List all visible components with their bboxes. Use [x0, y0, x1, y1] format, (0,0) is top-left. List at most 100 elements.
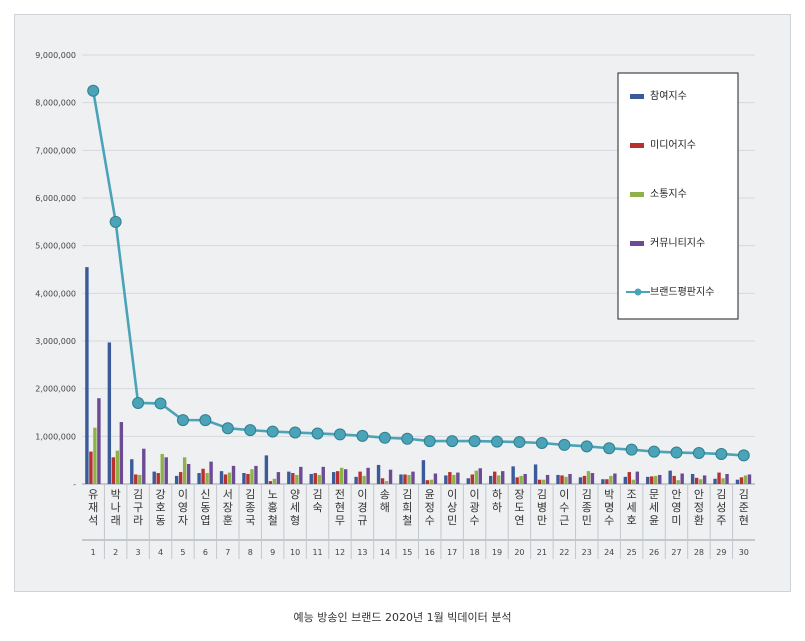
bar [478, 468, 482, 484]
bar [156, 473, 160, 484]
brand-index-point [154, 397, 167, 410]
bar [680, 473, 684, 484]
bar [456, 472, 460, 484]
brand-index-point [603, 442, 616, 455]
brand-index-point [692, 447, 705, 460]
rank-label: 17 [447, 548, 457, 557]
y-tick-label: 8,000,000 [35, 99, 76, 108]
rank-label: 15 [402, 548, 412, 557]
brand-index-point [378, 431, 391, 444]
bar [399, 474, 403, 484]
bar [421, 460, 426, 484]
bar [501, 471, 505, 484]
legend-label: 커뮤니티지수 [650, 237, 705, 249]
bar [111, 457, 116, 484]
brand-index-point [109, 215, 122, 228]
bar [138, 474, 142, 484]
rank-label: 27 [671, 548, 681, 557]
rank-label: 16 [425, 548, 435, 557]
legend-swatch [630, 241, 644, 246]
bar [672, 475, 676, 484]
bar [493, 471, 497, 484]
brand-index-point [737, 449, 750, 462]
bar [209, 461, 213, 484]
bar [313, 473, 317, 484]
bar [358, 471, 362, 484]
brand-index-point [176, 414, 189, 427]
brand-index-point [468, 435, 481, 448]
rank-label: 1 [91, 548, 96, 557]
bar [89, 451, 93, 484]
brand-index-point [648, 445, 661, 458]
bar [186, 463, 191, 484]
legend-swatch [630, 143, 644, 148]
bar [560, 475, 564, 484]
bar [366, 467, 370, 484]
bar [676, 480, 680, 484]
bar [713, 478, 717, 484]
brand-index-point [670, 446, 683, 459]
legend-label: 소통지수 [650, 188, 687, 200]
brand-index-line [87, 84, 750, 462]
y-tick-label: - [73, 480, 76, 489]
bar [694, 477, 699, 484]
bar [605, 479, 609, 484]
bar [747, 474, 752, 484]
rank-label: 2 [113, 548, 118, 557]
brand-index-point [199, 414, 212, 427]
bar [466, 478, 470, 484]
bar [717, 472, 721, 484]
y-tick-label: 4,000,000 [35, 289, 76, 298]
brand-index-point [715, 447, 728, 460]
bar [497, 475, 501, 484]
bar [174, 475, 179, 484]
bar [246, 473, 250, 484]
y-tick-label: 1,000,000 [35, 432, 76, 441]
bar [164, 457, 168, 484]
brand-index-point [580, 440, 593, 453]
bar [152, 471, 156, 484]
bar [276, 472, 281, 484]
brand-index-point [446, 435, 459, 448]
y-tick-label: 6,000,000 [35, 194, 76, 203]
bar [586, 471, 591, 484]
bar [578, 477, 583, 484]
rank-label: 12 [335, 548, 345, 557]
rank-label: 13 [357, 548, 367, 557]
bar [182, 457, 187, 484]
bar [474, 470, 478, 484]
brand-index-point [244, 424, 257, 437]
y-tick-label: 3,000,000 [35, 337, 76, 346]
bar [339, 467, 344, 484]
bar [631, 479, 636, 484]
rank-label: 24 [604, 548, 614, 557]
bar [668, 470, 672, 484]
rank-label: 23 [582, 548, 592, 557]
rank-label: 21 [537, 548, 547, 557]
legend-label: 미디어지수 [650, 139, 696, 151]
bar [272, 478, 277, 484]
bar [85, 267, 89, 484]
bar [429, 479, 434, 484]
bar [658, 474, 662, 484]
brand-index-point [535, 437, 548, 450]
bar [321, 466, 325, 484]
bar [564, 476, 568, 484]
bar [556, 474, 560, 484]
